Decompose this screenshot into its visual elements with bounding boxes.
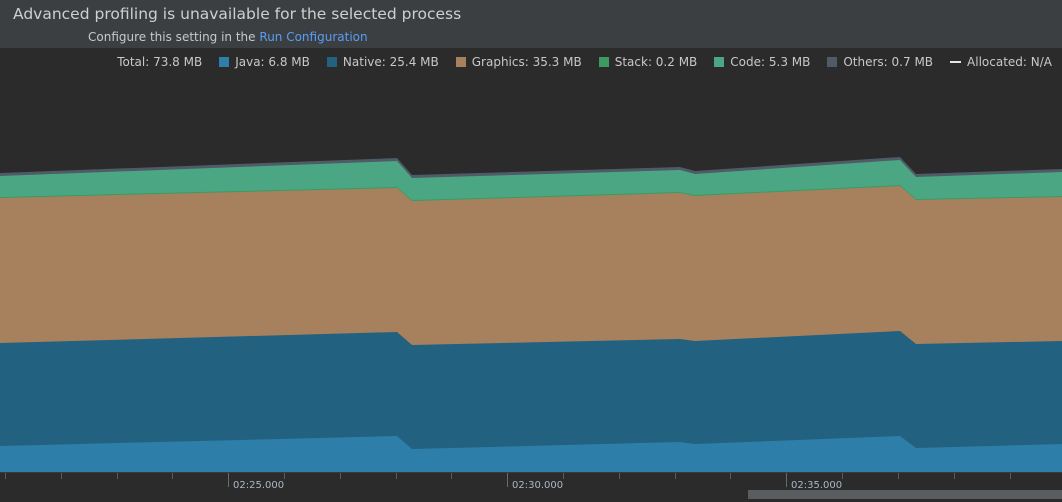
axis-tick (842, 473, 843, 479)
memory-legend-bar: Total: 73.8 MB Java: 6.8 MB Native: 25.4… (0, 49, 1062, 75)
allocated-dash-icon (950, 61, 962, 63)
stack-swatch (598, 57, 609, 67)
java-area (0, 436, 1062, 472)
java-swatch (219, 57, 230, 67)
timeline-scrollbar[interactable] (748, 490, 1062, 499)
axis-tick (451, 473, 452, 479)
legend-stack-label: Stack: 0.2 MB (614, 55, 698, 69)
axis-tick (172, 473, 173, 479)
legend-graphics: Graphics: 35.3 MB (455, 55, 582, 69)
axis-tick (898, 473, 899, 479)
native-swatch (326, 57, 337, 67)
legend-java: Java: 6.8 MB (219, 55, 310, 69)
banner-subtitle-text: Configure this setting in the (88, 30, 256, 44)
axis-tick (563, 473, 564, 479)
axis-tick-major (786, 473, 787, 487)
legend-allocated: Allocated: N/A (950, 55, 1052, 69)
legend-graphics-label: Graphics: 35.3 MB (471, 55, 582, 69)
banner-title: Advanced profiling is unavailable for th… (13, 5, 462, 23)
profiling-banner: Advanced profiling is unavailable for th… (0, 0, 1062, 49)
legend-code: Code: 5.3 MB (714, 55, 810, 69)
code-swatch (714, 57, 725, 67)
axis-tick (61, 473, 62, 479)
legend-code-label: Code: 5.3 MB (730, 55, 811, 69)
axis-tick (1010, 473, 1011, 479)
legend-allocated-label: Allocated: N/A (967, 55, 1052, 69)
axis-tick-major (228, 473, 229, 487)
legend-others: Others: 0.7 MB (827, 55, 933, 69)
banner-subtitle: Configure this setting in the Run Config… (88, 30, 368, 44)
legend-java-label: Java: 6.8 MB (235, 55, 310, 69)
legend-native-label: Native: 25.4 MB (342, 55, 439, 69)
axis-label-0225: 02:25.000 (233, 480, 285, 491)
axis-label-0235: 02:35.000 (791, 480, 843, 491)
axis-tick (117, 473, 118, 479)
axis-tick (5, 473, 6, 479)
axis-tick (619, 473, 620, 479)
axis-tick-major (507, 473, 508, 487)
legend-stack: Stack: 0.2 MB (598, 55, 698, 69)
memory-legend: Total: 73.8 MB Java: 6.8 MB Native: 25.4… (117, 55, 1052, 69)
legend-others-label: Others: 0.7 MB (843, 55, 934, 69)
axis-label-0230: 02:30.000 (512, 480, 564, 491)
legend-total: Total: 73.8 MB (117, 55, 203, 69)
axis-tick (954, 473, 955, 479)
axis-tick (730, 473, 731, 479)
axis-tick (340, 473, 341, 479)
graphics-swatch (455, 57, 466, 67)
native-area (0, 331, 1062, 472)
memory-stacked-area-chart[interactable] (0, 76, 1062, 472)
axis-tick (396, 473, 397, 479)
others-swatch (827, 57, 838, 67)
axis-tick (675, 473, 676, 479)
run-configuration-link[interactable]: Run Configuration (259, 30, 368, 44)
axis-tick (284, 473, 285, 479)
legend-native: Native: 25.4 MB (326, 55, 439, 69)
